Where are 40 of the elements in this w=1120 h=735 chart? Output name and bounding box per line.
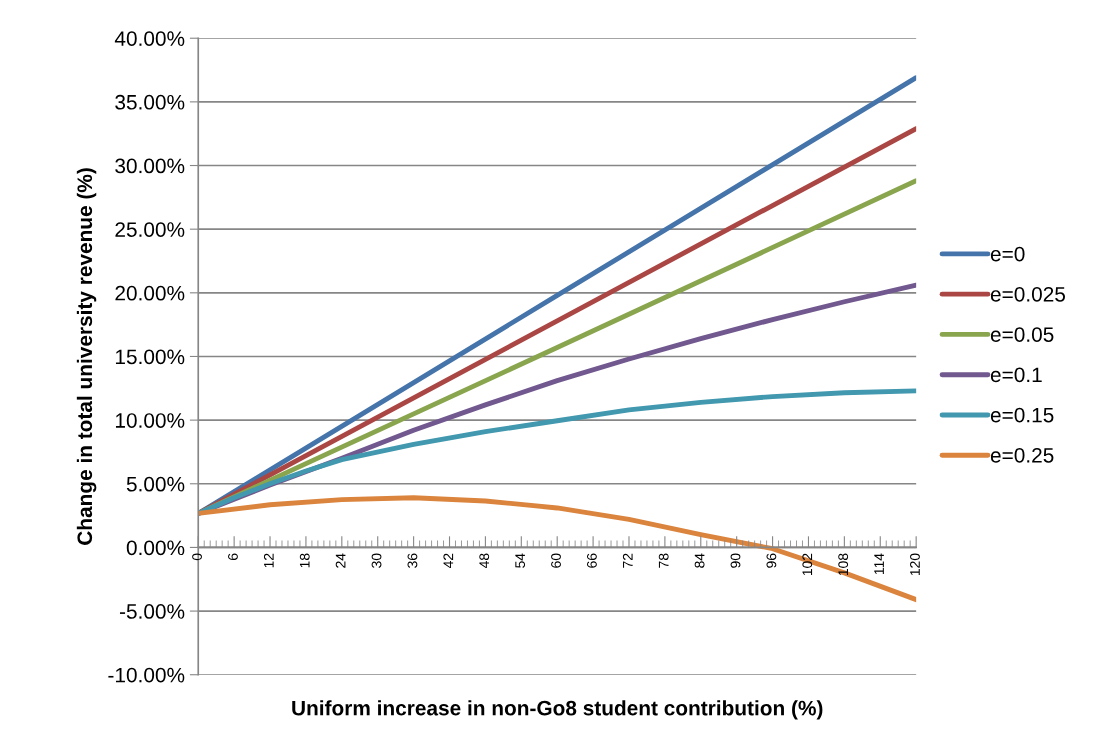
x-tick-label: 60 <box>551 553 561 568</box>
x-tick-label: 18 <box>299 553 310 568</box>
x-tick-label: 108 <box>838 553 849 576</box>
x-tick-label: 48 <box>479 553 490 569</box>
x-tick-label: 0 <box>192 553 202 561</box>
y-tick-label: -10.00% <box>108 667 185 683</box>
y-tick-label: 35.00% <box>115 94 185 110</box>
x-tick-label: 102 <box>802 553 813 576</box>
y-tick-label: 20.00% <box>115 285 185 301</box>
legend-label: e=0 <box>990 246 1025 262</box>
y-tick-label: 15.00% <box>115 349 185 365</box>
x-tick-label: 66 <box>586 553 597 568</box>
x-tick-label: 96 <box>766 553 777 568</box>
y-tick-label: 25.00% <box>115 222 185 237</box>
x-tick-label: 36 <box>407 553 418 568</box>
x-tick-label: 120 <box>910 553 920 576</box>
y-tick-label: 10.00% <box>115 413 185 428</box>
x-tick-label: 84 <box>694 553 705 568</box>
x-tick-label: 78 <box>658 553 669 568</box>
x-tick-label: 42 <box>443 553 454 569</box>
x-tick-label: 72 <box>622 553 633 568</box>
x-tick-label: 54 <box>515 553 526 568</box>
y-tick-label: -5.00% <box>119 604 185 619</box>
legend-label: e=0.1 <box>990 367 1042 383</box>
x-tick-label: 6 <box>228 553 238 560</box>
y-tick-label: 0.00% <box>126 540 185 556</box>
x-tick-label: 24 <box>335 553 346 568</box>
x-axis-title: Uniform increase in non-Go8 student contribution (%) <box>292 700 823 720</box>
legend-label: e=0.05 <box>990 327 1054 342</box>
legend-label: e=0.15 <box>990 407 1054 423</box>
legend-label: e=0.25 <box>990 447 1054 463</box>
y-tick-label: 40.00% <box>114 31 185 46</box>
y-axis-title: Change in total university revenue (%) <box>76 168 97 545</box>
x-tick-label: 12 <box>263 553 274 568</box>
x-tick-label: 114 <box>874 553 884 575</box>
y-tick-label: 30.00% <box>115 158 185 174</box>
x-tick-label: 90 <box>730 553 741 568</box>
x-tick-label: 30 <box>371 553 382 568</box>
y-tick-label: 5.00% <box>126 476 185 492</box>
legend-label: e=0.025 <box>990 286 1066 302</box>
